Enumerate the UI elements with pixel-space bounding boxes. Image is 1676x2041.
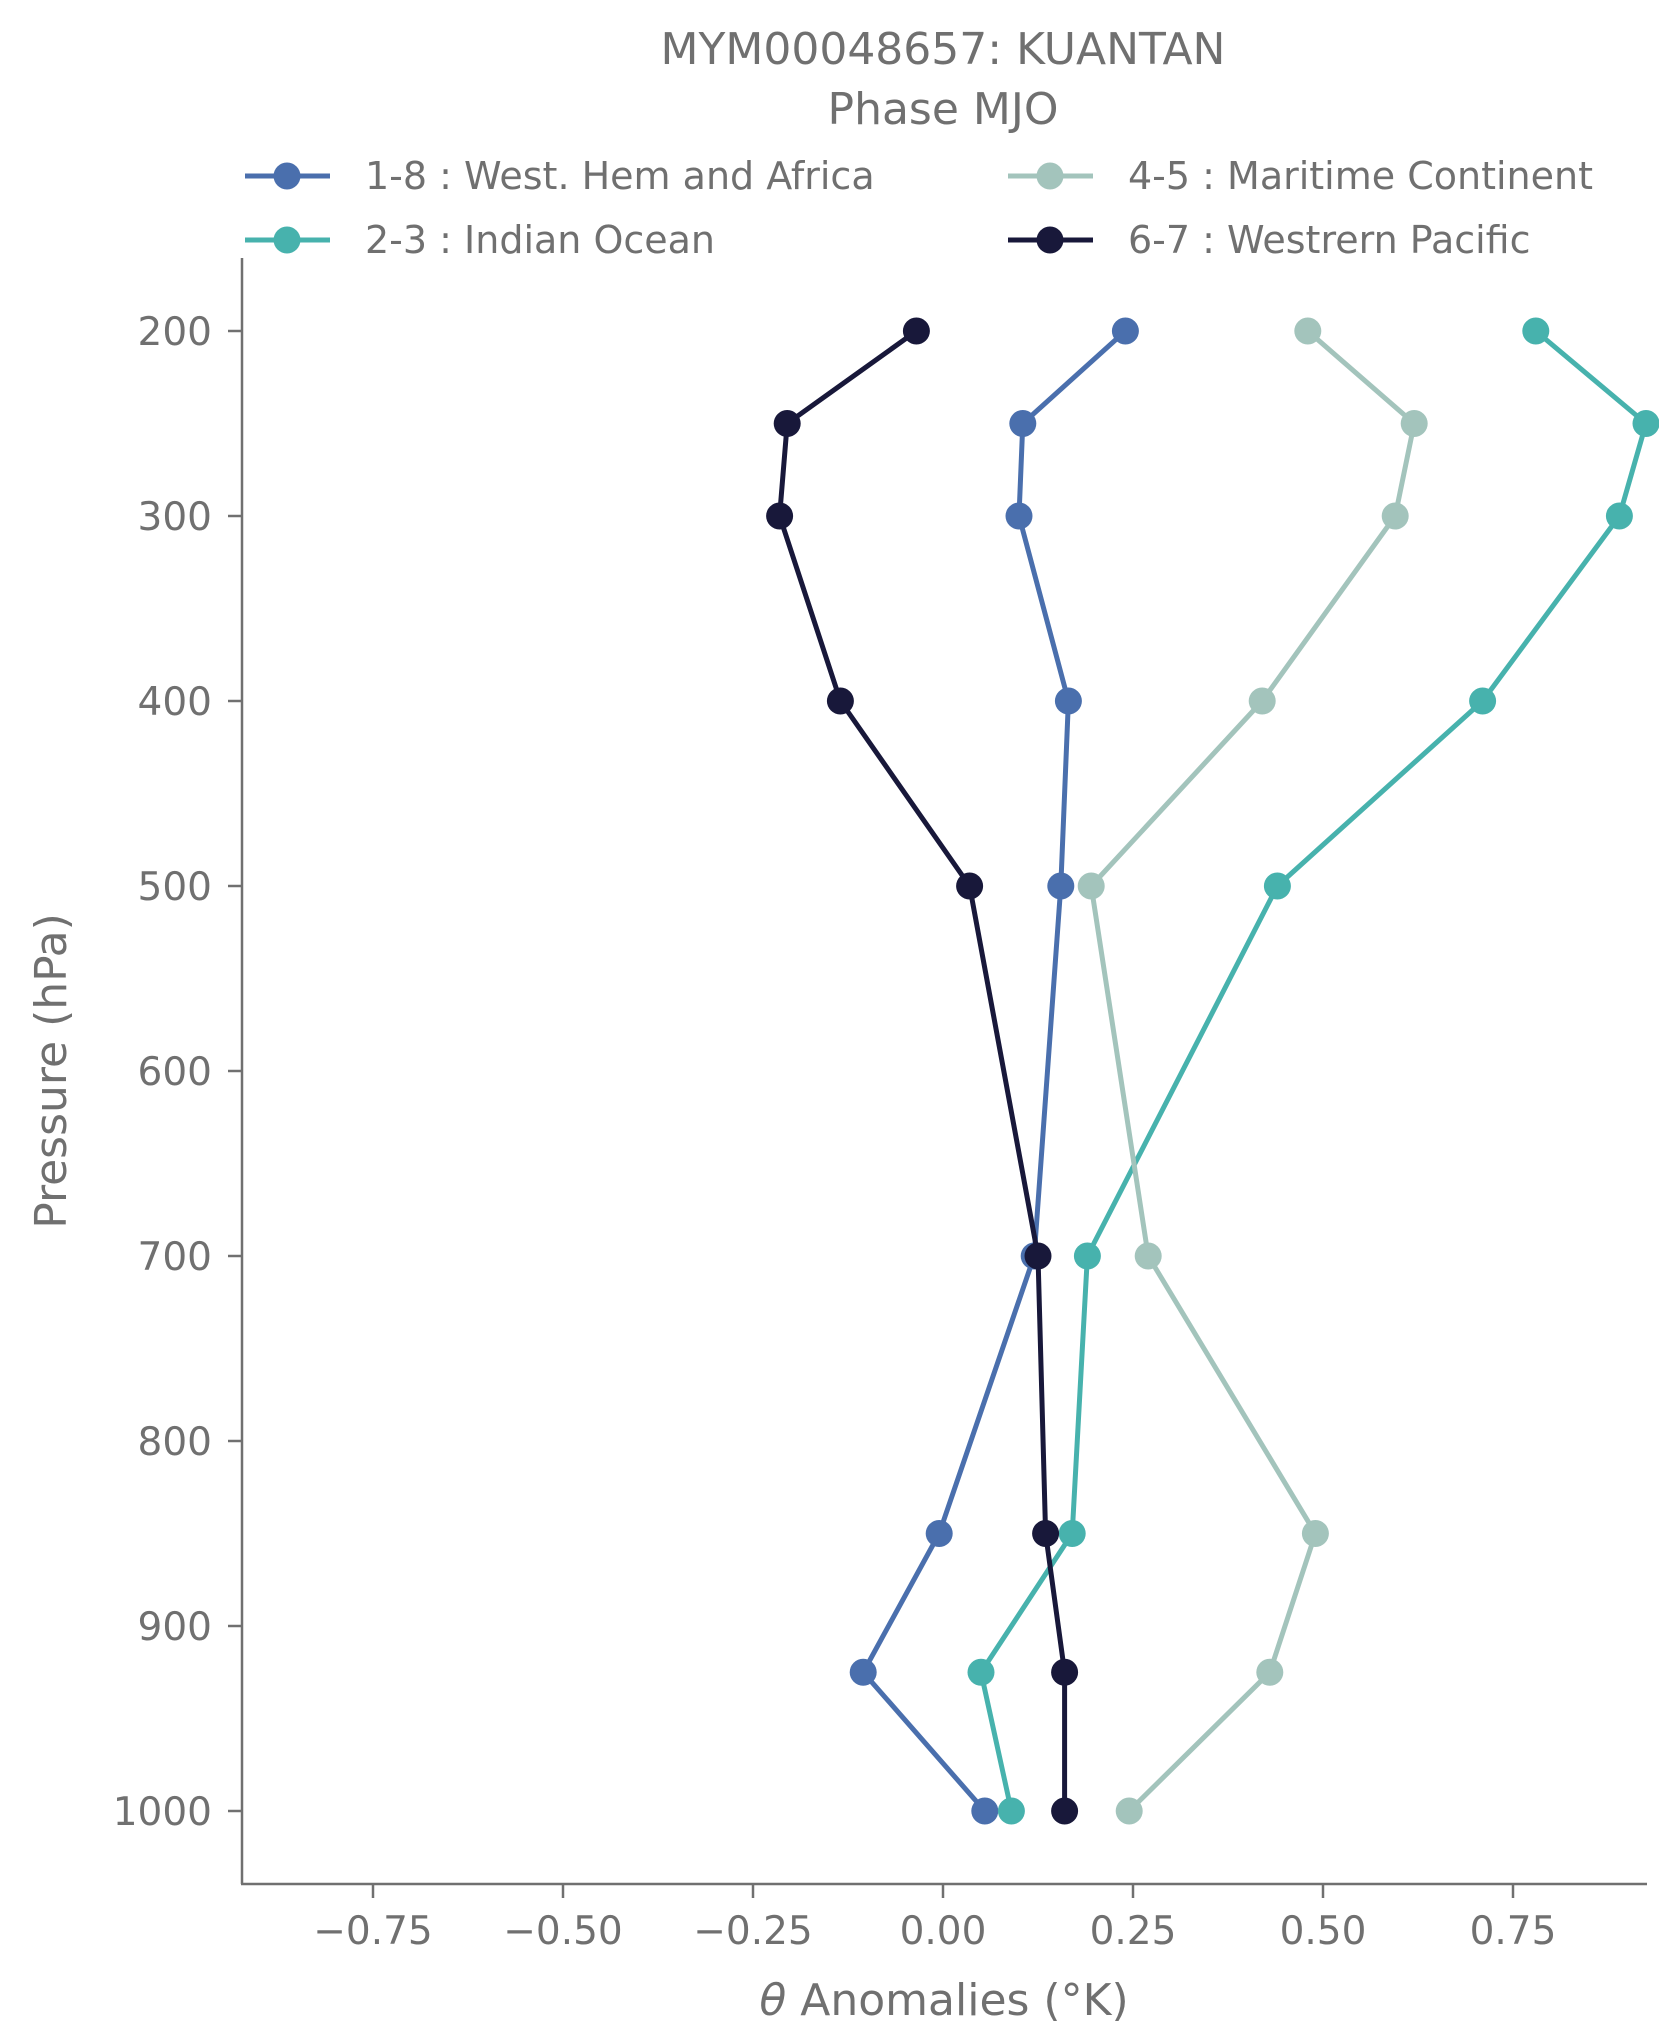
data-point [1058, 1520, 1086, 1547]
x-tick-label: 0.50 [1280, 1909, 1367, 1954]
data-point [1256, 1658, 1284, 1686]
data-point [849, 1658, 877, 1686]
data-point [902, 317, 930, 345]
x-axis-label-text: Anomalies (°K) [786, 1975, 1128, 2026]
data-point [1294, 317, 1322, 345]
data-point [1263, 872, 1291, 900]
series-line [978, 328, 1649, 1814]
data-point [1005, 502, 1033, 530]
series-line [777, 328, 1068, 1814]
data-point [1073, 1242, 1101, 1270]
x-tick-label: −0.75 [313, 1909, 433, 1954]
data-point [1248, 687, 1276, 715]
chart-title: MYM00048657: KUANTAN [661, 24, 1226, 75]
data-point [967, 1658, 995, 1686]
data-point [956, 872, 984, 900]
y-tick-label: 400 [138, 680, 212, 725]
data-point [1134, 1242, 1162, 1270]
x-tick-label: −0.25 [693, 1909, 813, 1954]
data-point [1009, 410, 1037, 437]
y-tick-label: 1000 [113, 1790, 212, 1835]
series-4 [766, 317, 1079, 1825]
series-line [860, 328, 1128, 1814]
data-point [971, 1797, 999, 1825]
y-axis-ticks: 200 300 400 500 600 700 800 900 1000 [113, 310, 242, 1835]
y-tick-label: 500 [138, 865, 212, 910]
legend-label: 2-3 : Indian Ocean [365, 218, 715, 262]
legend-item: 6-7 : Westrern Pacific [1008, 218, 1531, 262]
legend-marker [1036, 162, 1064, 190]
y-tick-label: 700 [138, 1235, 212, 1280]
data-point [826, 687, 854, 715]
x-tick-label: 0.00 [900, 1909, 987, 1954]
legend-label: 1-8 : West. Hem and Africa [365, 154, 875, 198]
plot-area [766, 317, 1659, 1825]
y-tick-label: 200 [138, 310, 212, 355]
chart-subtitle: Phase MJO [828, 84, 1059, 135]
series-2 [967, 317, 1659, 1825]
series-3 [1077, 317, 1428, 1825]
x-axis-ticks: −0.75 −0.50 −0.25 0.00 0.25 0.50 0.75 [313, 1884, 1556, 1954]
y-tick-label: 300 [138, 495, 212, 540]
legend-label: 6-7 : Westrern Pacific [1128, 218, 1531, 262]
y-tick-label: 900 [138, 1605, 212, 1650]
x-tick-label: −0.50 [503, 1909, 623, 1954]
data-point [1051, 1658, 1079, 1686]
data-point [1115, 1797, 1143, 1825]
data-point [997, 1797, 1025, 1825]
data-point [766, 502, 794, 530]
data-point [1047, 872, 1075, 900]
data-point [1469, 687, 1497, 715]
series-line [1088, 328, 1417, 1814]
legend: 1-8 : West. Hem and Africa 2-3 : Indian O… [245, 154, 1593, 262]
data-point [773, 410, 801, 437]
y-axis-label: Pressure (hPa) [26, 913, 77, 1229]
legend-label: 4-5 : Maritime Continent [1128, 154, 1593, 198]
legend-marker [273, 226, 301, 254]
data-point [1522, 317, 1550, 345]
data-point [1077, 872, 1105, 900]
data-point [1051, 1797, 1079, 1825]
legend-item: 4-5 : Maritime Continent [1008, 154, 1593, 198]
x-axis-label-symbol: θ [759, 1975, 786, 2026]
data-point [1301, 1520, 1329, 1547]
data-point [1632, 410, 1659, 437]
data-point [1381, 502, 1409, 530]
y-tick-label: 800 [138, 1420, 212, 1465]
data-point [925, 1520, 953, 1547]
data-point [1054, 687, 1082, 715]
legend-item: 1-8 : West. Hem and Africa [245, 154, 875, 198]
data-point [1400, 410, 1428, 437]
x-tick-label: 0.75 [1470, 1909, 1557, 1954]
data-point [1605, 502, 1633, 530]
legend-marker [1036, 226, 1064, 254]
legend-item: 2-3 : Indian Ocean [245, 218, 715, 262]
series-1 [849, 317, 1139, 1825]
legend-marker [273, 162, 301, 190]
x-tick-label: 0.25 [1090, 1909, 1177, 1954]
x-axis-label: θ Anomalies (°K) [759, 1975, 1128, 2026]
data-point [1024, 1242, 1052, 1270]
data-point [1032, 1520, 1060, 1547]
data-point [1111, 317, 1139, 345]
y-tick-label: 600 [138, 1050, 212, 1095]
